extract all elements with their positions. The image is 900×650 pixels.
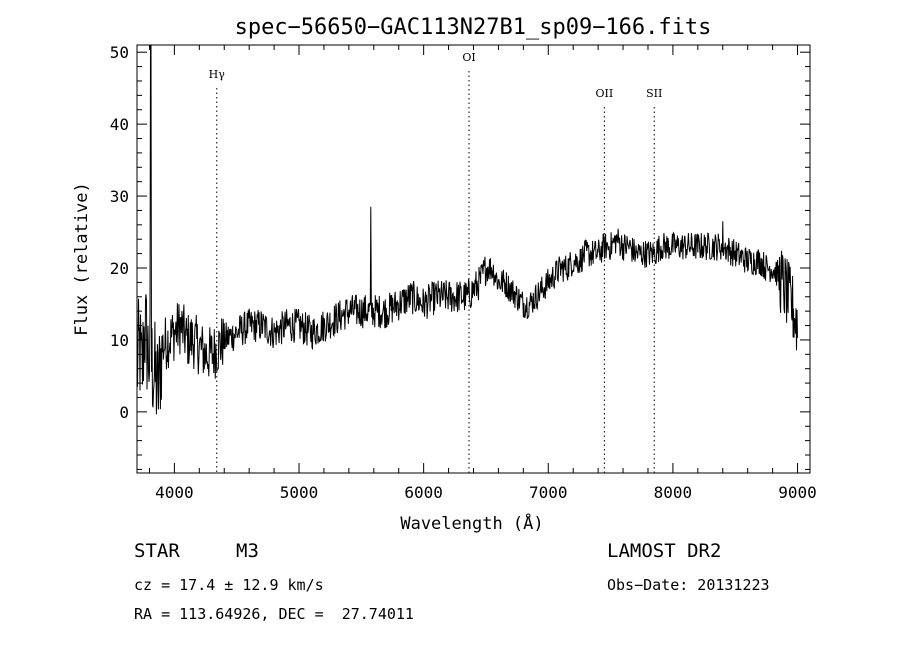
plot-area: 4000 5000 6000 7000 8000 9000 0 10 20 30 40 50 Hγ OI O… xyxy=(110,43,817,502)
spectral-line-label: SII xyxy=(646,87,662,100)
x-tick-label: 4000 xyxy=(155,483,194,502)
x-tick-label: 7000 xyxy=(529,483,568,502)
y-axis-label: Flux (relative) xyxy=(72,182,92,336)
y-tick-label: 50 xyxy=(110,43,129,62)
spectral-line-label: OI xyxy=(462,51,475,64)
x-axis-label: Wavelength (Å) xyxy=(400,512,543,534)
spectral-line-label: OII xyxy=(596,87,614,100)
y-tick-label: 20 xyxy=(110,259,129,278)
spectrum-line xyxy=(136,44,798,415)
spectral-line-label: Hγ xyxy=(209,68,226,81)
y-tick-label: 40 xyxy=(110,115,129,134)
x-tick-label: 5000 xyxy=(280,483,319,502)
object-subclass: M3 xyxy=(236,540,259,562)
coordinates-info: RA = 113.64926, DEC = 27.74011 xyxy=(134,605,414,623)
redshift-info: cz = 17.4 ± 12.9 km/s xyxy=(134,576,324,594)
chart-title: spec−56650−GAC113N27B1_sp09−166.fits xyxy=(235,15,712,40)
x-tick-label: 8000 xyxy=(654,483,693,502)
x-tick-label: 9000 xyxy=(778,483,817,502)
y-tick-label: 0 xyxy=(119,403,129,422)
plot-frame xyxy=(136,44,811,474)
x-tick-label: 6000 xyxy=(404,483,443,502)
y-tick-label: 10 xyxy=(110,331,129,350)
object-class: STAR xyxy=(134,540,180,562)
observation-date: Obs−Date: 20131223 xyxy=(607,576,770,594)
y-tick-label: 30 xyxy=(110,187,129,206)
survey-name: LAMOST DR2 xyxy=(607,540,722,562)
